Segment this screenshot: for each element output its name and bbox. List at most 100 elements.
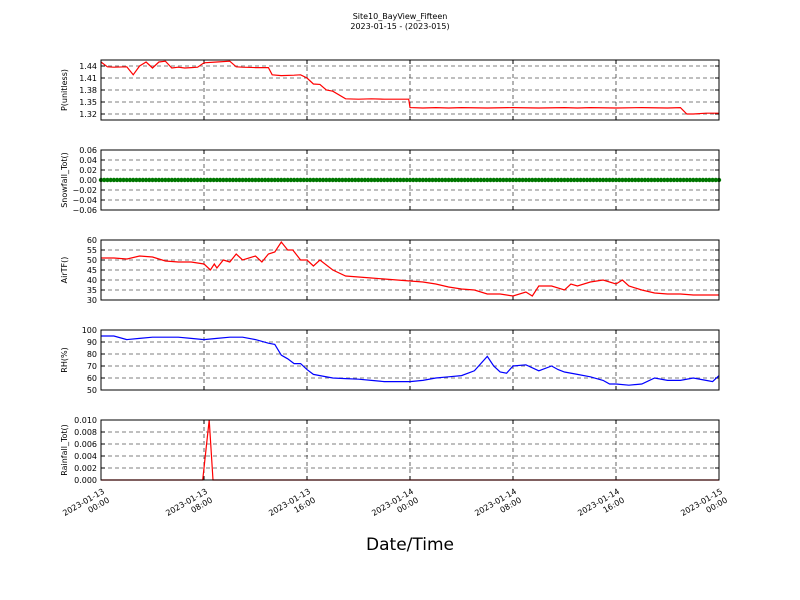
snowfall-point bbox=[633, 177, 638, 183]
snowfall-point bbox=[275, 177, 281, 183]
snowfall-point bbox=[481, 177, 487, 183]
snowfall-point bbox=[291, 177, 297, 183]
snowfall-point bbox=[462, 177, 467, 183]
snowfall-point bbox=[539, 177, 545, 183]
snowfall-point bbox=[710, 177, 715, 183]
snowfall-point bbox=[134, 177, 139, 183]
figure-title: Site10_BayView_Fifteen bbox=[353, 12, 448, 21]
snowfall-point bbox=[114, 177, 120, 183]
snowfall-point bbox=[588, 177, 593, 183]
snowfall-point bbox=[153, 177, 158, 183]
snowfall-point bbox=[250, 177, 255, 183]
y-tick-label: 30 bbox=[87, 296, 97, 305]
snowfall-point bbox=[526, 177, 532, 183]
y-tick-label: 100 bbox=[82, 326, 97, 335]
snowfall-point bbox=[127, 177, 133, 183]
snowfall-point bbox=[691, 177, 696, 183]
y-tick-label: 0.00 bbox=[79, 176, 97, 185]
snowfall-point bbox=[604, 177, 609, 183]
snowfall-point bbox=[311, 177, 316, 183]
snowfall-point bbox=[430, 177, 435, 183]
snowfall-point bbox=[372, 177, 377, 183]
snowfall-point bbox=[295, 177, 300, 183]
snowfall-point bbox=[707, 177, 712, 183]
snowfall-point bbox=[378, 177, 384, 183]
snowfall-point bbox=[713, 177, 718, 183]
y-axis-label: P(unitless) bbox=[60, 69, 69, 111]
y-tick-label: −0.04 bbox=[72, 196, 97, 205]
snowfall-point bbox=[192, 177, 197, 183]
snowfall-point bbox=[504, 177, 509, 183]
y-tick-label: 60 bbox=[87, 236, 97, 245]
snowfall-point bbox=[645, 177, 651, 183]
snowfall-point bbox=[102, 177, 107, 183]
snowfall-point bbox=[610, 177, 615, 183]
snowfall-point bbox=[597, 177, 603, 183]
y-tick-label: 60 bbox=[87, 374, 97, 383]
snowfall-point bbox=[427, 177, 432, 183]
snowfall-point bbox=[407, 177, 413, 183]
chart-panel-p: 1.32 1.35 1.38 1.41 1.44 P(unitless) bbox=[60, 59, 720, 121]
snowfall-point bbox=[208, 177, 213, 183]
snowfall-point bbox=[514, 177, 519, 183]
snowfall-point bbox=[385, 177, 390, 183]
snowfall-point bbox=[365, 177, 371, 183]
snowfall-point bbox=[446, 177, 451, 183]
snowfall-point bbox=[578, 177, 583, 183]
snowfall-point bbox=[301, 177, 306, 183]
snowfall-point bbox=[642, 177, 648, 183]
snowfall-point bbox=[468, 177, 474, 183]
snowfall-point bbox=[176, 177, 181, 183]
snowfall-point bbox=[391, 177, 397, 183]
snowfall-point bbox=[137, 177, 142, 183]
snowfall-point bbox=[217, 177, 223, 183]
snowfall-point bbox=[613, 177, 619, 183]
y-tick-label: −0.06 bbox=[72, 206, 97, 215]
series-line-p bbox=[100, 60, 719, 115]
y-tick-label: 45 bbox=[87, 266, 97, 275]
snowfall-point bbox=[353, 177, 358, 183]
y-tick-label: 50 bbox=[87, 386, 97, 395]
snowfall-point bbox=[108, 177, 113, 183]
snowfall-point bbox=[694, 177, 699, 183]
snowfall-point bbox=[687, 177, 693, 183]
chart-panel-rh: 50 60 70 80 90 100 RH(%) bbox=[60, 326, 720, 395]
snowfall-point bbox=[288, 177, 294, 183]
snowfall-point bbox=[629, 177, 635, 183]
snowfall-point bbox=[124, 177, 129, 183]
snowfall-point bbox=[436, 177, 442, 183]
snowfall-point bbox=[485, 177, 490, 183]
y-tick-label: −0.02 bbox=[72, 186, 97, 195]
snowfall-point bbox=[652, 177, 657, 183]
snowfall-point bbox=[700, 177, 706, 183]
snowfall-point bbox=[240, 177, 245, 183]
snowfall-point bbox=[346, 177, 352, 183]
snowfall-point bbox=[411, 177, 416, 183]
snowfall-point bbox=[703, 177, 709, 183]
snowfall-point bbox=[491, 177, 496, 183]
snowfall-point bbox=[571, 177, 577, 183]
snowfall-point bbox=[623, 177, 628, 183]
snowfall-point bbox=[533, 177, 538, 183]
figure-subtitle: 2023-01-15 - (2023-015) bbox=[350, 22, 449, 31]
snowfall-point bbox=[520, 177, 525, 183]
y-tick-label: 1.44 bbox=[79, 62, 97, 71]
snowfall-point bbox=[546, 177, 551, 183]
snowfall-point bbox=[382, 177, 387, 183]
snowfall-point bbox=[488, 177, 493, 183]
snowfall-point bbox=[285, 177, 290, 183]
y-tick-label: 55 bbox=[87, 246, 97, 255]
y-tick-label: 0.006 bbox=[74, 440, 97, 449]
snowfall-point bbox=[140, 177, 146, 183]
plot-frame bbox=[100, 239, 720, 301]
snowfall-point bbox=[565, 177, 570, 183]
snowfall-point bbox=[169, 177, 175, 183]
snowfall-point bbox=[662, 177, 667, 183]
snowfall-point bbox=[494, 177, 500, 183]
snowfall-point bbox=[655, 177, 661, 183]
snowfall-point bbox=[636, 177, 641, 183]
snowfall-point bbox=[214, 177, 220, 183]
